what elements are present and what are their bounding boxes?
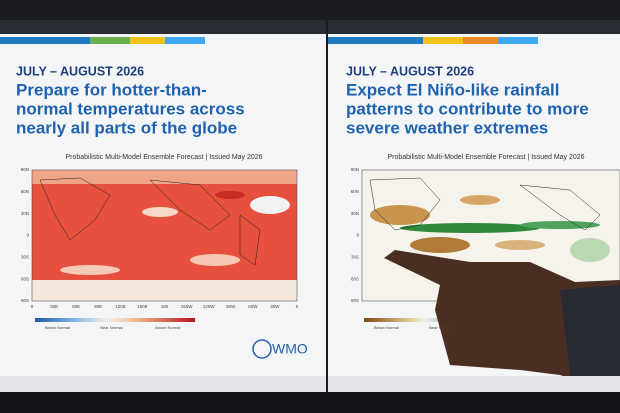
lon-label: 150E [137, 304, 148, 309]
headline: severe weather extremes [346, 118, 548, 137]
lat-label: 30N [21, 211, 29, 216]
lat-label: 0 [356, 233, 359, 238]
lat-label: 30S [351, 255, 359, 260]
lon-label: 150W [181, 304, 194, 309]
headline: Prepare for hotter-than- [16, 80, 207, 99]
lon-label: 0 [31, 304, 34, 309]
period: JULY – AUGUST 2026 [16, 64, 144, 78]
lon-label: 60W [248, 304, 258, 309]
lon-label: 90E [94, 304, 102, 309]
lat-label: 90S [351, 298, 359, 303]
hand [384, 250, 620, 395]
headline: normal temperatures across [16, 99, 245, 118]
period: JULY – AUGUST 2026 [346, 64, 474, 78]
legend-label: Near Normal [429, 325, 452, 330]
headline: nearly all parts of the globe [16, 118, 237, 137]
lat-label: 90N [21, 167, 29, 172]
lat-label: 60N [21, 189, 29, 194]
legend-label: Above Normal [155, 325, 180, 330]
wmo-emblem [252, 339, 272, 359]
headline: patterns to contribute to more [346, 99, 589, 118]
lon-label: 30E [50, 304, 58, 309]
lat-label: 0 [26, 233, 29, 238]
legend-label: Near Normal [100, 325, 123, 330]
lat-label: 60S [21, 276, 29, 281]
legend-bar [364, 318, 484, 322]
lat-label: 60N [351, 189, 359, 194]
lon-label: 0 [296, 304, 299, 309]
lon-label: 120E [115, 304, 126, 309]
lat-label: 60S [351, 276, 359, 281]
lon-label: 30W [270, 304, 280, 309]
title-bar [0, 20, 326, 34]
color-stripe [0, 37, 538, 44]
temperature-map [32, 170, 297, 301]
lon-label: 180 [161, 304, 169, 309]
lat-label: 90S [21, 298, 29, 303]
legend-label: Below Normal [45, 325, 70, 330]
lat-label: 90N [351, 167, 359, 172]
taskbar [328, 376, 620, 392]
lon-label: 90W [226, 304, 236, 309]
lon-label: 60E [72, 304, 80, 309]
map-caption: Probabilistic Multi-Model Ensemble Forec… [387, 154, 584, 161]
legend-bar [35, 318, 195, 322]
title-bar [328, 20, 620, 34]
bezel [0, 392, 620, 413]
lon-label: 120W [203, 304, 216, 309]
logo-text: WMO [272, 341, 308, 357]
headline: Expect El Niño-like rainfall [346, 80, 560, 99]
taskbar [0, 376, 326, 392]
map-caption: Probabilistic Multi-Model Ensemble Forec… [65, 154, 262, 161]
legend-label: Below Normal [374, 325, 399, 330]
lat-label: 30S [21, 255, 29, 260]
lat-label: 30N [351, 211, 359, 216]
